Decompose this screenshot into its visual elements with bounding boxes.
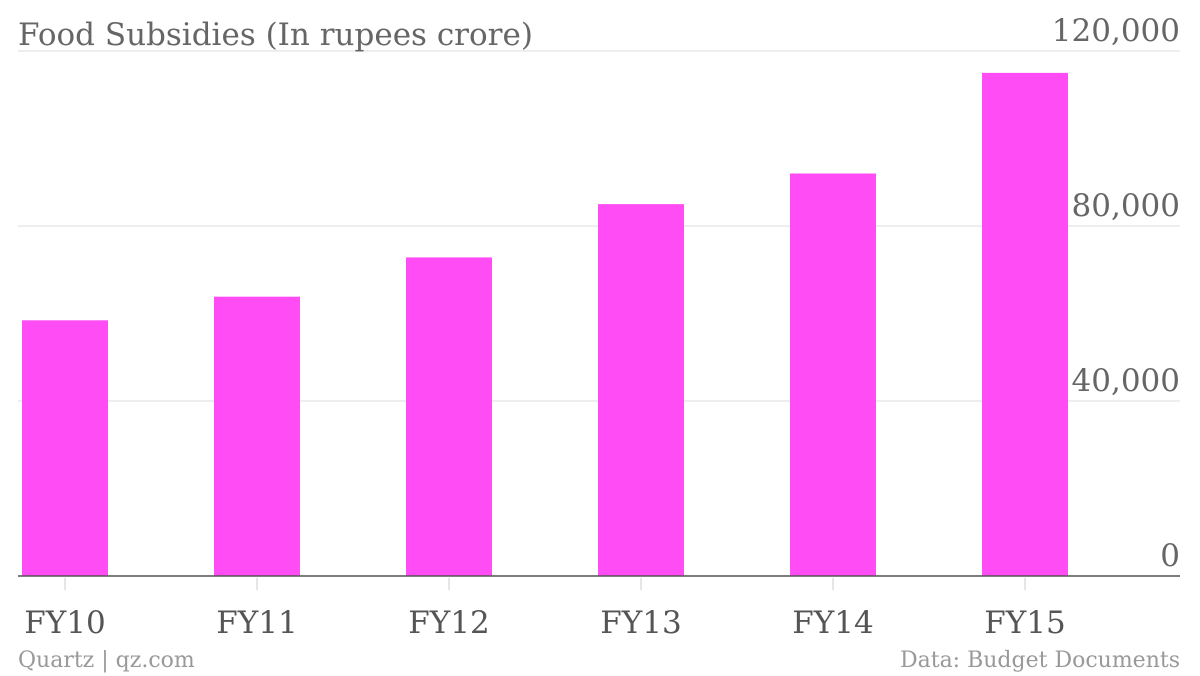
x-tick-label-fy13: FY13	[600, 605, 681, 641]
bar-fy12	[406, 257, 492, 576]
x-tick-label-fy12: FY12	[408, 605, 489, 641]
bar-fy14	[790, 173, 876, 576]
bars	[22, 72, 1068, 576]
y-tick-label: 0	[1160, 538, 1180, 574]
x-tick-label-fy14: FY14	[792, 605, 873, 641]
bar-fy15	[982, 72, 1068, 576]
bar-fy11	[214, 296, 300, 576]
x-ticks: FY10 FY11 FY12 FY13 FY14 FY15	[24, 578, 1066, 641]
x-tick-label-fy15: FY15	[984, 605, 1065, 641]
y-tick-labels: 0 40,000 80,000 120,000	[1052, 13, 1180, 574]
bar-fy10	[22, 320, 108, 576]
y-tick-label: 120,000	[1052, 13, 1180, 49]
x-tick-label-fy11: FY11	[216, 605, 297, 641]
chart-title: Food Subsidies (In rupees crore)	[18, 17, 533, 53]
footer-source-right: Data: Budget Documents	[900, 648, 1180, 673]
y-tick-label: 40,000	[1072, 363, 1180, 399]
y-tick-label: 80,000	[1072, 188, 1180, 224]
footer-source-left: Quartz | qz.com	[18, 648, 195, 673]
bar-fy13	[598, 204, 684, 576]
x-tick-label-fy10: FY10	[24, 605, 105, 641]
